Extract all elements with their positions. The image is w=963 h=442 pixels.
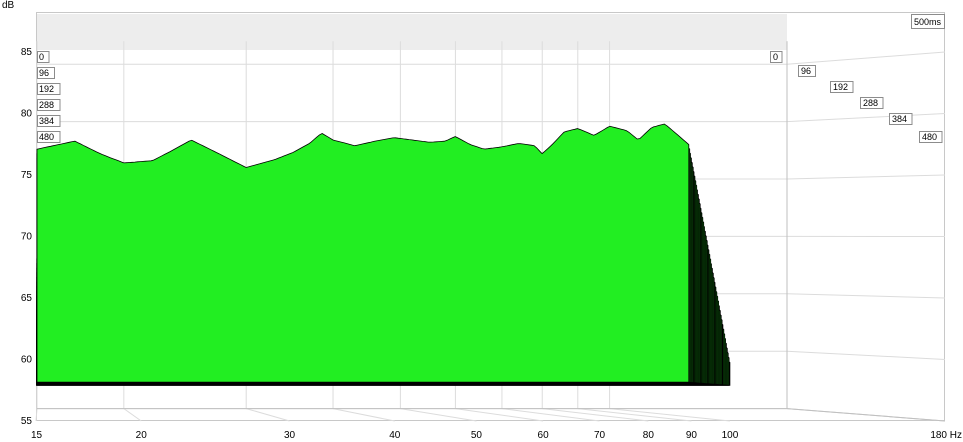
time-label-right: 192: [830, 81, 854, 93]
waterfall-slices: [36, 123, 731, 386]
x-tick-label: 70: [594, 430, 606, 441]
svg-text:96: 96: [801, 66, 811, 76]
x-tick-label: 90: [686, 430, 698, 441]
x-tick-label: 60: [538, 430, 550, 441]
x-tick-label: 100: [722, 430, 739, 441]
x-tick-label: 180 Hz: [930, 430, 962, 441]
time-labels-left: 0 96 192 288 384 480: [37, 51, 61, 143]
time-label-right: 0: [770, 51, 783, 63]
waterfall-slice: [36, 123, 690, 383]
svg-text:384: 384: [892, 114, 907, 124]
time-label-right: 288: [860, 97, 884, 109]
time-label-left: 288: [37, 99, 61, 111]
time-label-right: 480: [919, 131, 943, 143]
y-tick-label: 60: [21, 355, 33, 366]
y-tick-label: 80: [21, 109, 33, 120]
svg-text:288: 288: [39, 100, 54, 110]
svg-text:384: 384: [39, 116, 54, 126]
time-label-left: 480: [37, 131, 61, 143]
svg-text:192: 192: [833, 82, 848, 92]
svg-text:480: 480: [922, 132, 937, 142]
x-tick-label: 15: [31, 430, 43, 441]
y-tick-label: 85: [21, 47, 33, 58]
svg-text:0: 0: [773, 52, 778, 62]
y-tick-label: 65: [21, 293, 33, 304]
time-label-right: 96: [798, 65, 816, 77]
time-label-left: 96: [37, 67, 55, 79]
time-label-right: 384: [889, 113, 913, 125]
svg-text:288: 288: [863, 98, 878, 108]
svg-text:0: 0: [39, 52, 44, 62]
x-tick-labels: 15 20 30 40 50 60 70 80 90 100 180 Hz: [31, 430, 962, 441]
x-tick-label: 30: [284, 430, 296, 441]
y-tick-label: 55: [21, 416, 33, 427]
svg-text:480: 480: [39, 132, 54, 142]
time-labels-right: 0 96 192 288 384 480: [770, 51, 943, 143]
back-wall: [37, 14, 787, 50]
time-label-left: 192: [37, 83, 61, 95]
svg-text:96: 96: [39, 68, 49, 78]
y-tick-label: 75: [21, 170, 33, 181]
time-max-label-box: 500ms: [911, 14, 945, 29]
time-label-left: 0: [37, 51, 50, 63]
time-label-left: 384: [37, 115, 61, 127]
y-tick-label: 70: [21, 232, 33, 243]
x-tick-label: 40: [389, 430, 401, 441]
y-tick-labels: 55 60 65 70 75 80 85: [21, 47, 33, 427]
x-tick-label: 20: [136, 430, 148, 441]
svg-text:192: 192: [39, 84, 54, 94]
x-tick-label: 50: [471, 430, 483, 441]
time-max-label: 500ms: [914, 17, 942, 27]
x-tick-label: 80: [643, 430, 655, 441]
y-axis-label: dB: [2, 0, 15, 11]
